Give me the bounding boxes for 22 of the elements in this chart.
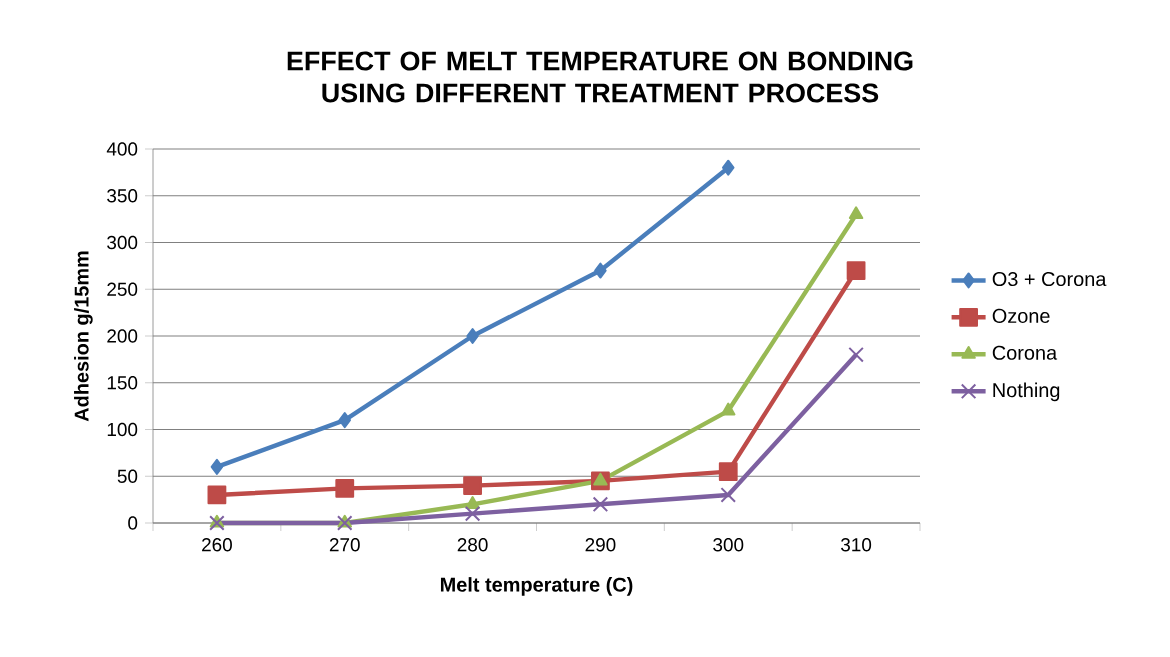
y-axis-title: Adhesion g/15mm [74,251,93,422]
y-tick-label: 0 [128,516,138,530]
x-tick-label: 310 [841,538,872,552]
chart-title: EFFECT OF MELT TEMPERATURE ON BONDING USING DIFFERENT TREATMENT PROCESS [287,51,913,103]
legend-label: O3 + Corona [992,271,1107,287]
x-tick-label: 280 [457,538,488,552]
x-axis-title: Melt temperature (C) [440,577,633,596]
y-tick-label: 300 [107,235,138,250]
y-tick-label: 100 [107,422,138,437]
x-tick-label: 270 [329,538,360,552]
legend-label: Ozone [992,308,1050,323]
y-tick-label: 200 [107,329,138,343]
legend-label: Corona [992,345,1058,360]
legend-label: Nothing [993,382,1060,402]
y-tick-label: 350 [107,189,138,203]
y-tick-label: 250 [107,282,138,296]
y-tick-label: 400 [106,142,138,156]
x-tick-label: 300 [713,538,744,552]
x-tick-label: 260 [202,538,232,552]
y-tick-label: 150 [107,376,138,390]
y-tick-label: 50 [117,469,138,483]
x-tick-label: 290 [585,538,616,552]
